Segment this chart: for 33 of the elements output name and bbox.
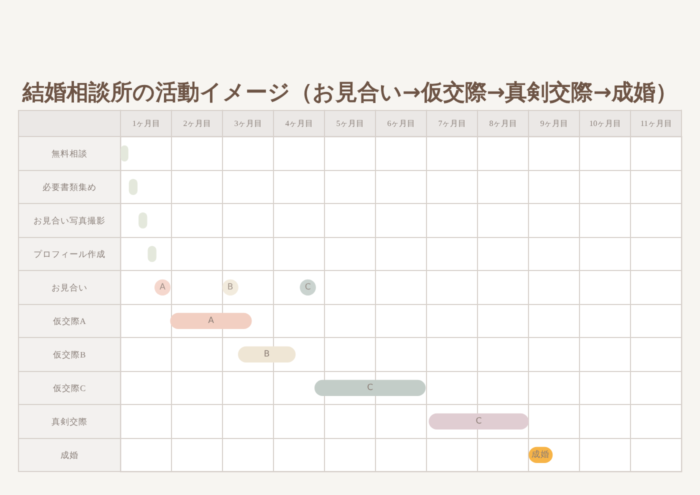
data-label: B <box>264 349 270 360</box>
data-label: C <box>304 282 311 292</box>
data-label: B <box>227 282 234 292</box>
y-tick-label: 仮交際C <box>53 382 86 393</box>
x-tick-label: 11ヶ月目 <box>640 119 672 128</box>
data-label: C <box>476 416 482 426</box>
x-tick-label: 4ヶ月目 <box>285 119 314 128</box>
bar <box>238 346 296 362</box>
data-label: 成婚 <box>532 448 550 460</box>
y-tick-label: お見合い写真撮影 <box>33 215 106 226</box>
y-tick-label: プロフィール作成 <box>33 248 106 259</box>
y-tick-label: 仮交際A <box>52 316 87 326</box>
bar <box>314 380 426 396</box>
data-label: C <box>367 382 374 393</box>
y-tick-label: 真剣交際 <box>51 416 88 426</box>
x-tick-label: 6ヶ月目 <box>387 119 416 128</box>
x-tick-label: 3ヶ月目 <box>234 119 262 128</box>
x-tick-label: 7ヶ月目 <box>438 119 466 128</box>
x-tick-label: 1ヶ月目 <box>132 119 160 128</box>
y-tick-label: 仮交際B <box>53 349 86 360</box>
data-label: A <box>208 316 214 326</box>
y-tick-label: 成婚 <box>60 450 78 460</box>
bar <box>170 312 252 329</box>
x-tick-label: 10ヶ月目 <box>589 119 622 128</box>
x-tick-label: 5ヶ月目 <box>336 119 364 128</box>
data-label: A <box>160 282 166 292</box>
y-tick-label: お見合い <box>51 282 88 292</box>
y-tick-label: 無料相談 <box>51 148 88 158</box>
y-tick-label: 必要書類集め <box>42 182 96 192</box>
x-tick-label: 2ヶ月目 <box>183 119 212 128</box>
x-tick-label: 8ヶ月目 <box>489 119 518 128</box>
x-tick-label: 9ヶ月目 <box>540 119 568 128</box>
chart-title: 結婚相談所の活動イメージ（お見合い→仮交際→真剣交際→成婚） <box>21 80 678 106</box>
